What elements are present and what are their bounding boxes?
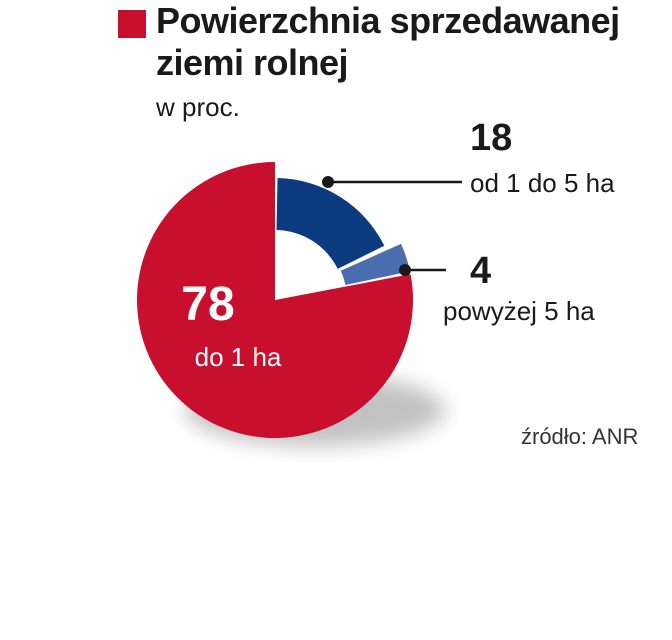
chart-subtitle: w proc. <box>156 92 240 122</box>
data-label-value-do-1-ha: 78 <box>181 278 234 331</box>
leader-line-od-1-do-5-ha-dot <box>322 176 334 188</box>
chart-title-line2: ziemi rolnej <box>156 42 349 83</box>
data-label-name-od-1-do-5-ha: od 1 do 5 ha <box>470 168 615 198</box>
data-label-name-powyzej-5-ha: powyżej 5 ha <box>443 296 595 326</box>
data-label-value-powyzej-5-ha: 4 <box>470 250 491 292</box>
chart-title: Powierzchnia sprzedawanej ziemi rolnej <box>156 0 620 84</box>
data-label-name-do-1-ha: do 1 ha <box>195 342 282 372</box>
leader-line-powyzej-5-ha-dot <box>399 264 411 276</box>
slice-powyzej-5-ha <box>340 243 410 286</box>
title-marker-square <box>118 10 146 38</box>
slice-od-1-do-5-ha <box>276 178 385 269</box>
slice-do-1-ha <box>136 162 413 439</box>
chart-title-line1: Powierzchnia sprzedawanej <box>156 0 620 41</box>
pie-labels: 78 do 1 ha 18 od 1 do 5 ha 4 powyżej 5 ha <box>181 117 615 372</box>
pie-slices <box>136 162 413 439</box>
source-note: źródło: ANR <box>521 424 639 449</box>
data-label-value-od-1-do-5-ha: 18 <box>470 117 512 159</box>
